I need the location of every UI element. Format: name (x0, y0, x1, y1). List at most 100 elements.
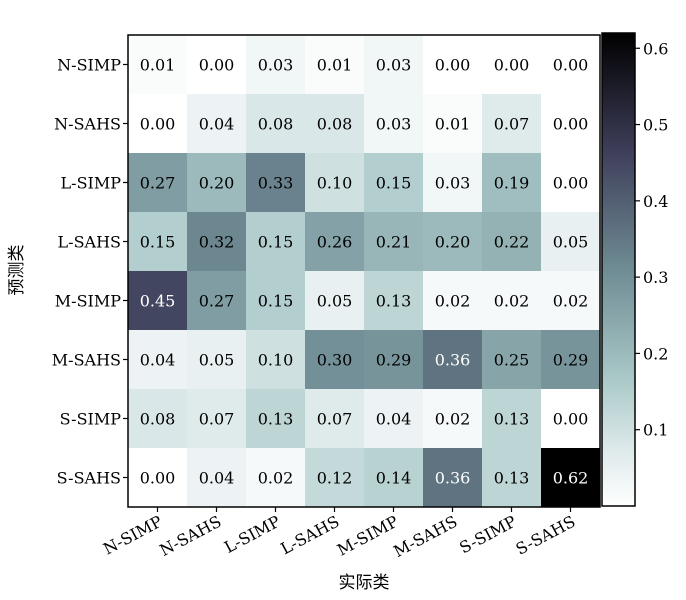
heatmap-cell (423, 35, 483, 95)
cell-value-label: 0.14 (376, 469, 412, 488)
cell-value-label: 0.62 (553, 469, 589, 488)
heatmap-cell (305, 153, 365, 213)
heatmap-cell (364, 448, 424, 508)
heatmap-cell (305, 330, 365, 390)
heatmap-cell (305, 212, 365, 272)
heatmap-cell (482, 212, 542, 272)
colorbar-tick-label: 0.5 (643, 116, 668, 135)
y-tick-label: M-SIMP (55, 292, 121, 311)
colorbar-gradient (602, 33, 635, 506)
cell-value-label: 0.29 (376, 351, 412, 370)
cell-value-label: 0.22 (494, 233, 530, 252)
heatmap-cell (187, 271, 247, 331)
heatmap-cell (128, 212, 188, 272)
heatmap-cell (128, 330, 188, 390)
cell-value-label: 0.20 (199, 174, 235, 193)
heatmap-cell (423, 448, 483, 508)
cell-value-label: 0.15 (376, 174, 412, 193)
cell-value-label: 0.15 (258, 233, 294, 252)
cell-value-label: 0.10 (258, 351, 294, 370)
cell-value-label: 0.04 (199, 115, 235, 134)
cell-value-label: 0.02 (435, 410, 471, 429)
heatmap-cell (246, 330, 306, 390)
cell-value-label: 0.08 (258, 115, 294, 134)
cell-value-label: 0.02 (553, 292, 589, 311)
heatmap-cell (541, 330, 601, 390)
cell-value-label: 0.04 (199, 469, 235, 488)
cell-value-label: 0.05 (553, 233, 589, 252)
cell-value-label: 0.15 (258, 292, 294, 311)
heatmap-cell (482, 389, 542, 449)
heatmap-cell (423, 94, 483, 154)
x-axis-title: 实际类 (339, 573, 390, 593)
cell-value-label: 0.10 (317, 174, 353, 193)
cell-value-label: 0.13 (258, 410, 294, 429)
cell-value-label: 0.00 (553, 115, 589, 134)
y-tick-label: N-SIMP (57, 56, 121, 75)
cell-value-label: 0.00 (140, 469, 176, 488)
y-tick-label: L-SIMP (61, 174, 122, 193)
cell-value-label: 0.03 (258, 56, 294, 75)
heatmap-cell (364, 271, 424, 331)
cell-value-label: 0.05 (317, 292, 353, 311)
cell-value-label: 0.21 (376, 233, 412, 252)
cell-value-label: 0.12 (317, 469, 353, 488)
heatmap-cell (541, 389, 601, 449)
heatmap-cell (187, 448, 247, 508)
heatmap-cell (305, 271, 365, 331)
cell-value-label: 0.03 (376, 115, 412, 134)
heatmap-cell (364, 35, 424, 95)
cell-value-label: 0.03 (435, 174, 471, 193)
cell-value-label: 0.20 (435, 233, 471, 252)
cell-value-label: 0.30 (317, 351, 353, 370)
cell-value-label: 0.07 (494, 115, 530, 134)
colorbar-tick-label: 0.1 (643, 421, 668, 440)
heatmap-cell (482, 153, 542, 213)
heatmap-cell (128, 35, 188, 95)
heatmap-cell (364, 94, 424, 154)
x-tick-label: S-SIMP (456, 512, 519, 558)
cell-value-label: 0.03 (376, 56, 412, 75)
heatmap-cell (541, 271, 601, 331)
heatmap-cell (541, 35, 601, 95)
x-tick-label: L-SIMP (221, 512, 284, 557)
cell-value-label: 0.13 (494, 469, 530, 488)
colorbar-frame (601, 32, 636, 507)
heatmap-cell (364, 389, 424, 449)
x-tick-label: N-SIMP (100, 512, 165, 559)
heatmap-cell (482, 448, 542, 508)
cell-value-label: 0.27 (140, 174, 176, 193)
x-tick-label: N-SAHS (156, 512, 224, 560)
heatmap-cell-labels: 0.01 0.00 0.03 0.01 0.03 0.00 0.00 0.00 0.00 0.04… (140, 56, 589, 488)
cell-value-label: 0.00 (435, 56, 471, 75)
heatmap-cell (423, 212, 483, 272)
heatmap-cell (364, 212, 424, 272)
cell-value-label: 0.07 (199, 410, 235, 429)
heatmap-cell (187, 153, 247, 213)
heatmap-cell (128, 153, 188, 213)
heatmap-cell (246, 35, 306, 95)
heatmap-cell (423, 153, 483, 213)
heatmap-cell (482, 94, 542, 154)
cell-value-label: 0.02 (494, 292, 530, 311)
heatmap-cell (246, 389, 306, 449)
y-axis-title: 预测类 (7, 245, 27, 296)
cell-value-label: 0.36 (435, 469, 471, 488)
heatmap-cell (187, 389, 247, 449)
cell-value-label: 0.00 (553, 410, 589, 429)
cell-value-label: 0.00 (494, 56, 530, 75)
heatmap-cell (128, 389, 188, 449)
cell-value-label: 0.02 (435, 292, 471, 311)
heatmap-cell (482, 330, 542, 390)
heatmap-cell (482, 271, 542, 331)
cell-value-label: 0.04 (140, 351, 176, 370)
colorbar-tick-label: 0.3 (643, 268, 668, 287)
cell-value-label: 0.00 (553, 56, 589, 75)
y-tick-label: S-SIMP (60, 410, 122, 429)
heatmap-cells (128, 35, 601, 508)
heatmap-cell (128, 271, 188, 331)
cell-value-label: 0.00 (140, 115, 176, 134)
cell-value-label: 0.01 (317, 56, 353, 75)
